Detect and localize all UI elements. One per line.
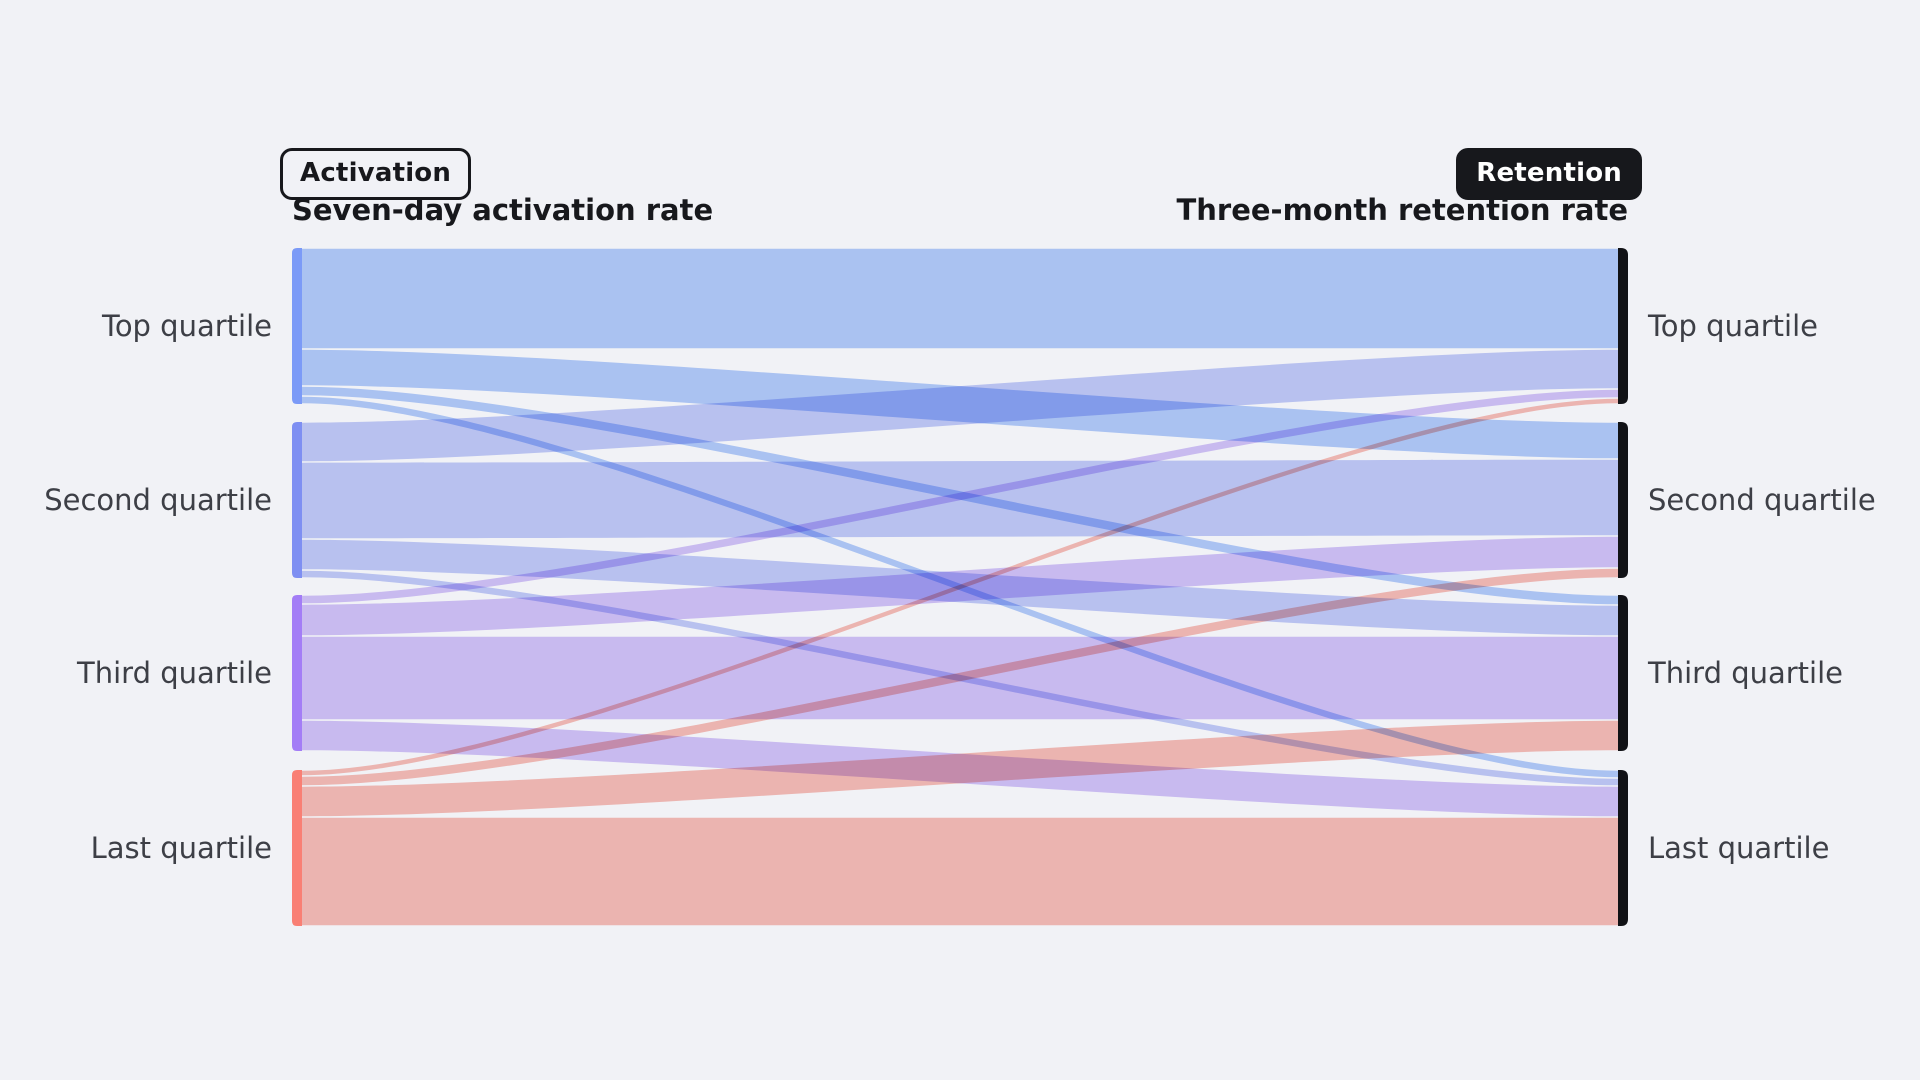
flow-last-quartile-to-last-quartile[interactable] — [302, 817, 1618, 926]
left-axis-title: Seven-day activation rate — [292, 193, 714, 227]
right-label-top-quartile: Top quartile — [1648, 309, 1818, 343]
right-axis-title: Three-month retention rate — [1176, 193, 1628, 227]
left-label-top-quartile: Top quartile — [102, 309, 272, 343]
flow-last-quartile-to-top-quartile[interactable] — [302, 398, 1618, 776]
left-label-third-quartile: Third quartile — [77, 656, 272, 690]
flow-last-quartile-to-third-quartile[interactable] — [302, 720, 1618, 817]
node-right-top-quartile[interactable] — [1618, 248, 1628, 404]
retention-badge[interactable]: Retention — [1456, 148, 1642, 200]
flow-second-quartile-to-top-quartile[interactable] — [302, 349, 1618, 462]
node-right-second-quartile[interactable] — [1618, 422, 1628, 578]
flow-last-quartile-to-second-quartile[interactable] — [302, 568, 1618, 786]
right-label-last-quartile: Last quartile — [1648, 831, 1830, 865]
right-label-third-quartile: Third quartile — [1648, 656, 1843, 690]
left-label-last-quartile: Last quartile — [90, 831, 272, 865]
node-right-third-quartile[interactable] — [1618, 595, 1628, 751]
right-label-second-quartile: Second quartile — [1648, 483, 1876, 517]
activation-badge[interactable]: Activation — [280, 148, 472, 200]
node-left-second-quartile[interactable] — [292, 422, 302, 578]
node-left-top-quartile[interactable] — [292, 248, 302, 404]
node-left-last-quartile[interactable] — [292, 770, 302, 926]
flow-third-quartile-to-top-quartile[interactable] — [302, 389, 1618, 604]
node-right-last-quartile[interactable] — [1618, 770, 1628, 926]
left-label-second-quartile: Second quartile — [44, 483, 272, 517]
node-left-third-quartile[interactable] — [292, 595, 302, 751]
flow-top-quartile-to-top-quartile[interactable] — [302, 248, 1618, 349]
